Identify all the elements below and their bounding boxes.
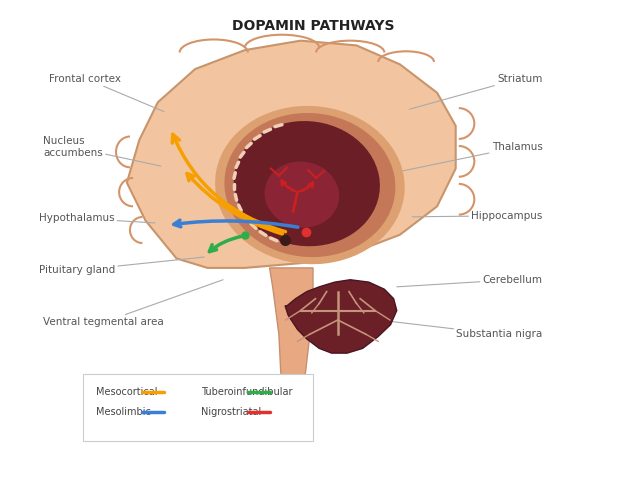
Text: Substantia nigra: Substantia nigra — [378, 320, 543, 339]
Text: Mesolimbic: Mesolimbic — [96, 407, 151, 417]
Text: DOPAMIN PATHWAYS: DOPAMIN PATHWAYS — [232, 19, 394, 34]
Ellipse shape — [215, 106, 404, 264]
Text: Cerebellum: Cerebellum — [397, 275, 543, 287]
Text: Mesocortical: Mesocortical — [96, 387, 157, 397]
Text: Thalamus: Thalamus — [403, 142, 543, 171]
Text: Hypothalamus: Hypothalamus — [39, 213, 155, 223]
Polygon shape — [285, 280, 397, 353]
Ellipse shape — [233, 121, 380, 246]
Text: Nigrostriatal: Nigrostriatal — [202, 407, 262, 417]
Polygon shape — [127, 41, 456, 268]
Text: Nucleus
accumbens: Nucleus accumbens — [43, 137, 161, 166]
Ellipse shape — [264, 161, 339, 228]
Text: Ventral tegmental area: Ventral tegmental area — [43, 280, 223, 327]
Polygon shape — [270, 268, 313, 396]
Text: Frontal cortex: Frontal cortex — [49, 74, 164, 112]
Ellipse shape — [224, 113, 396, 257]
FancyBboxPatch shape — [83, 375, 313, 441]
Text: Pituitary gland: Pituitary gland — [39, 257, 205, 275]
Text: Tuberoinfundibular: Tuberoinfundibular — [202, 387, 293, 397]
Text: Striatum: Striatum — [409, 74, 543, 109]
Text: Hippocampus: Hippocampus — [413, 211, 543, 221]
